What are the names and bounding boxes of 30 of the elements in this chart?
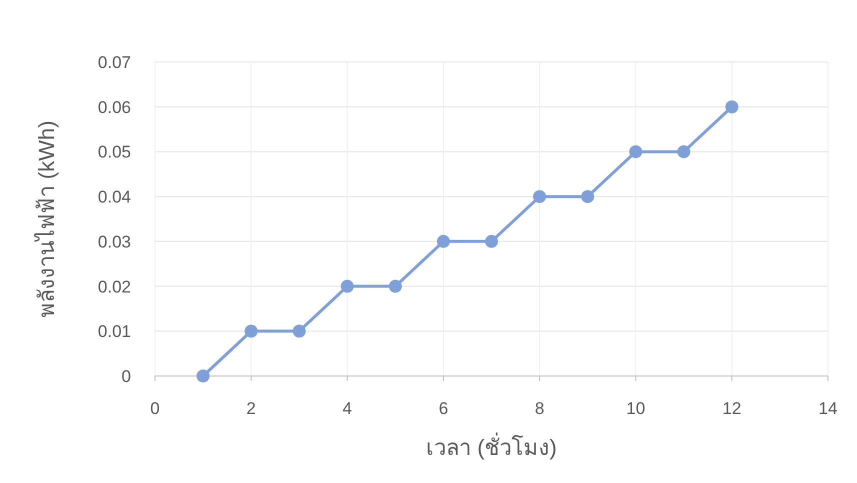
point: [629, 145, 642, 158]
y-tick-label: 0.06: [98, 98, 131, 117]
point: [725, 100, 738, 114]
point: [533, 190, 546, 204]
point: [677, 145, 690, 158]
x-tick-label: 6: [438, 399, 448, 418]
y-tick-label: 0.03: [98, 232, 131, 252]
x-tick-label: 0: [150, 399, 160, 418]
x-tick-label: 8: [534, 399, 544, 418]
point: [388, 280, 402, 293]
y-axis-title: พลังงานไฟฟ้า (kWh): [34, 120, 59, 318]
y-tick-label: 0.07: [98, 53, 131, 72]
point: [581, 190, 594, 204]
x-axis-title: เวลา (ชั่วโมง): [426, 432, 557, 460]
point: [196, 370, 210, 382]
x-tick-label: 14: [818, 399, 838, 418]
point: [292, 324, 306, 338]
y-tick-label: 0.05: [98, 142, 131, 162]
y-tick-label: 0.02: [98, 277, 131, 296]
x-tick-label: 10: [626, 399, 646, 418]
point: [340, 280, 354, 293]
point: [244, 324, 258, 338]
y-tick-label: 0.01: [98, 322, 131, 342]
x-tick-label: 2: [246, 399, 256, 418]
point: [485, 234, 498, 248]
y-tick-label: 0: [122, 367, 131, 386]
point: [436, 234, 450, 248]
x-tick-label: 4: [342, 399, 352, 418]
y-tick-label: 0.04: [98, 188, 131, 207]
x-tick-label: 12: [722, 399, 742, 418]
